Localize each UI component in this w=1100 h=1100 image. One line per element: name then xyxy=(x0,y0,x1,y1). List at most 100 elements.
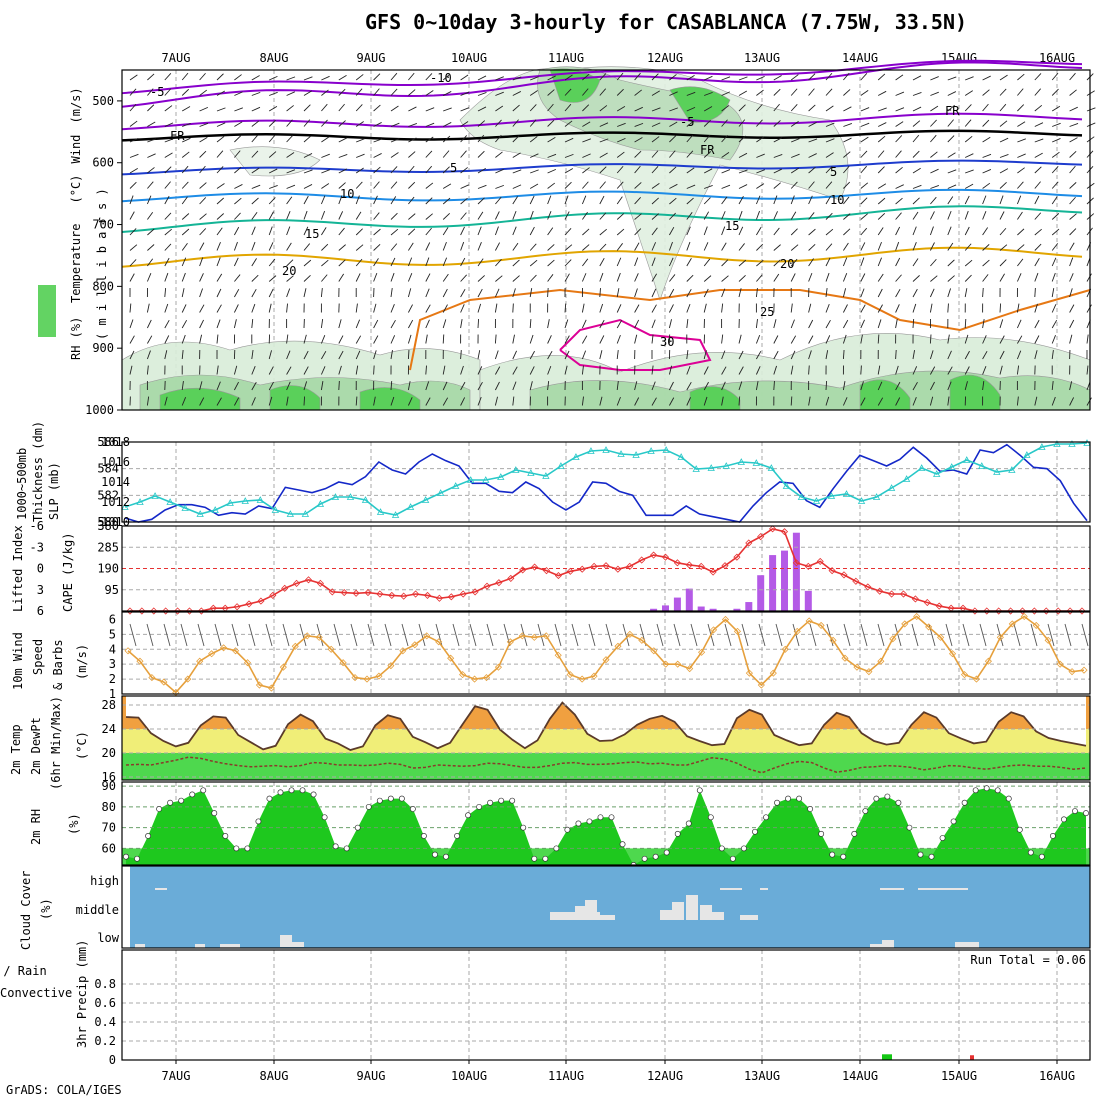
rh-point xyxy=(718,845,725,852)
wind-barb xyxy=(164,166,172,174)
wind-barb xyxy=(564,259,572,267)
wind-barb xyxy=(668,241,673,251)
wind-barb xyxy=(1051,228,1060,236)
slp-series-point xyxy=(1053,440,1061,447)
wind-barb xyxy=(512,350,518,360)
wind-barb xyxy=(791,153,800,158)
slp-series-point xyxy=(151,492,159,499)
lifted-index-series-point xyxy=(864,583,872,591)
wind-barb xyxy=(599,319,605,329)
wind-barb xyxy=(460,91,470,96)
wind-barb xyxy=(843,319,849,329)
slp-series-point xyxy=(121,503,129,510)
wind-barb xyxy=(1017,104,1025,112)
wind-barb xyxy=(286,288,291,298)
wind-barb xyxy=(146,365,149,375)
cape-bar xyxy=(745,602,753,611)
rh-point xyxy=(420,833,427,839)
slp-series-point xyxy=(632,451,640,458)
wind-barb xyxy=(216,197,225,205)
cloud-bar xyxy=(870,944,882,948)
wind-barb xyxy=(477,318,480,329)
wind-barb xyxy=(442,241,447,251)
wind-barb xyxy=(181,319,188,329)
wind-barb xyxy=(547,287,549,298)
wind-barb xyxy=(982,365,987,375)
wind-barb xyxy=(564,195,569,205)
rh-point xyxy=(939,835,946,841)
wind-barb xyxy=(286,334,289,344)
wind-barb xyxy=(373,212,380,220)
wind-barb xyxy=(477,366,483,375)
precip-bar-total xyxy=(882,1054,892,1060)
lifted-index-series-point xyxy=(388,591,396,599)
wind-speed-series-point xyxy=(614,642,622,650)
wind-speed-series-point xyxy=(387,662,395,670)
wind-barb xyxy=(686,134,694,143)
wind-barb xyxy=(599,73,607,81)
thick-panel-frame xyxy=(121,441,1091,523)
wind-barb xyxy=(929,350,934,360)
slp-series-point xyxy=(316,500,325,507)
wind-barb xyxy=(408,165,415,174)
wind-barb xyxy=(686,106,696,112)
wind-barb xyxy=(581,350,587,360)
wind-barb xyxy=(477,168,486,174)
wind-barb xyxy=(234,135,242,143)
upper-ylabel-part: (m/s) xyxy=(69,87,83,123)
wind-barb xyxy=(825,138,835,143)
wind-barb xyxy=(268,242,274,251)
wind-barb xyxy=(965,153,974,158)
wind-barb xyxy=(460,184,469,189)
wind-barb xyxy=(877,365,881,375)
wind-barb xyxy=(512,381,517,391)
wind-barb xyxy=(286,275,294,282)
rh-point xyxy=(255,818,262,825)
wind-barb xyxy=(129,228,137,236)
li-tick: 0 xyxy=(37,562,44,576)
wind-barb xyxy=(355,303,358,313)
wind-barb xyxy=(860,182,869,189)
cloud-bar xyxy=(195,944,205,948)
upper-y-tick-label: 500 xyxy=(92,94,114,108)
rh-point xyxy=(354,824,361,831)
rh-point xyxy=(851,830,858,837)
wind-barb xyxy=(286,211,291,220)
wind-barb xyxy=(634,89,642,96)
wind-barb xyxy=(442,212,451,220)
lifted-index-series-point xyxy=(126,607,134,615)
rh-point xyxy=(641,855,648,862)
wind-barb xyxy=(512,91,522,96)
wind-barb xyxy=(494,350,499,360)
wind-barb xyxy=(286,135,294,143)
wind-barb xyxy=(146,350,151,360)
wind-barb xyxy=(1016,273,1022,282)
wind-barb xyxy=(704,184,713,189)
wind-barb xyxy=(790,319,795,329)
wind-barb xyxy=(843,165,850,174)
wind-barb xyxy=(1069,228,1077,236)
wind-barb xyxy=(564,350,570,360)
lifted-index-series-point xyxy=(650,551,658,559)
wind-barb xyxy=(738,76,748,81)
wind-barb xyxy=(356,138,365,143)
lifted-index-series-point xyxy=(459,590,467,598)
wind-barb xyxy=(877,150,885,158)
wind-barb xyxy=(668,257,674,267)
wind-barb xyxy=(355,319,361,329)
wind-barb xyxy=(460,274,467,282)
cloud-bar xyxy=(760,888,768,890)
wind-barb xyxy=(286,350,291,360)
wind-barb xyxy=(964,195,970,205)
wind-barb xyxy=(529,183,539,189)
thick-left-tick: 582 xyxy=(97,488,119,502)
wind-barb xyxy=(895,257,901,267)
wind-barb xyxy=(460,304,465,313)
wind-barb xyxy=(407,334,412,344)
wind-barb xyxy=(530,153,539,158)
wind-barb xyxy=(373,365,375,375)
wind-speed-series-point xyxy=(208,650,216,658)
wind-barb xyxy=(338,335,344,344)
wind-barb xyxy=(477,184,487,189)
